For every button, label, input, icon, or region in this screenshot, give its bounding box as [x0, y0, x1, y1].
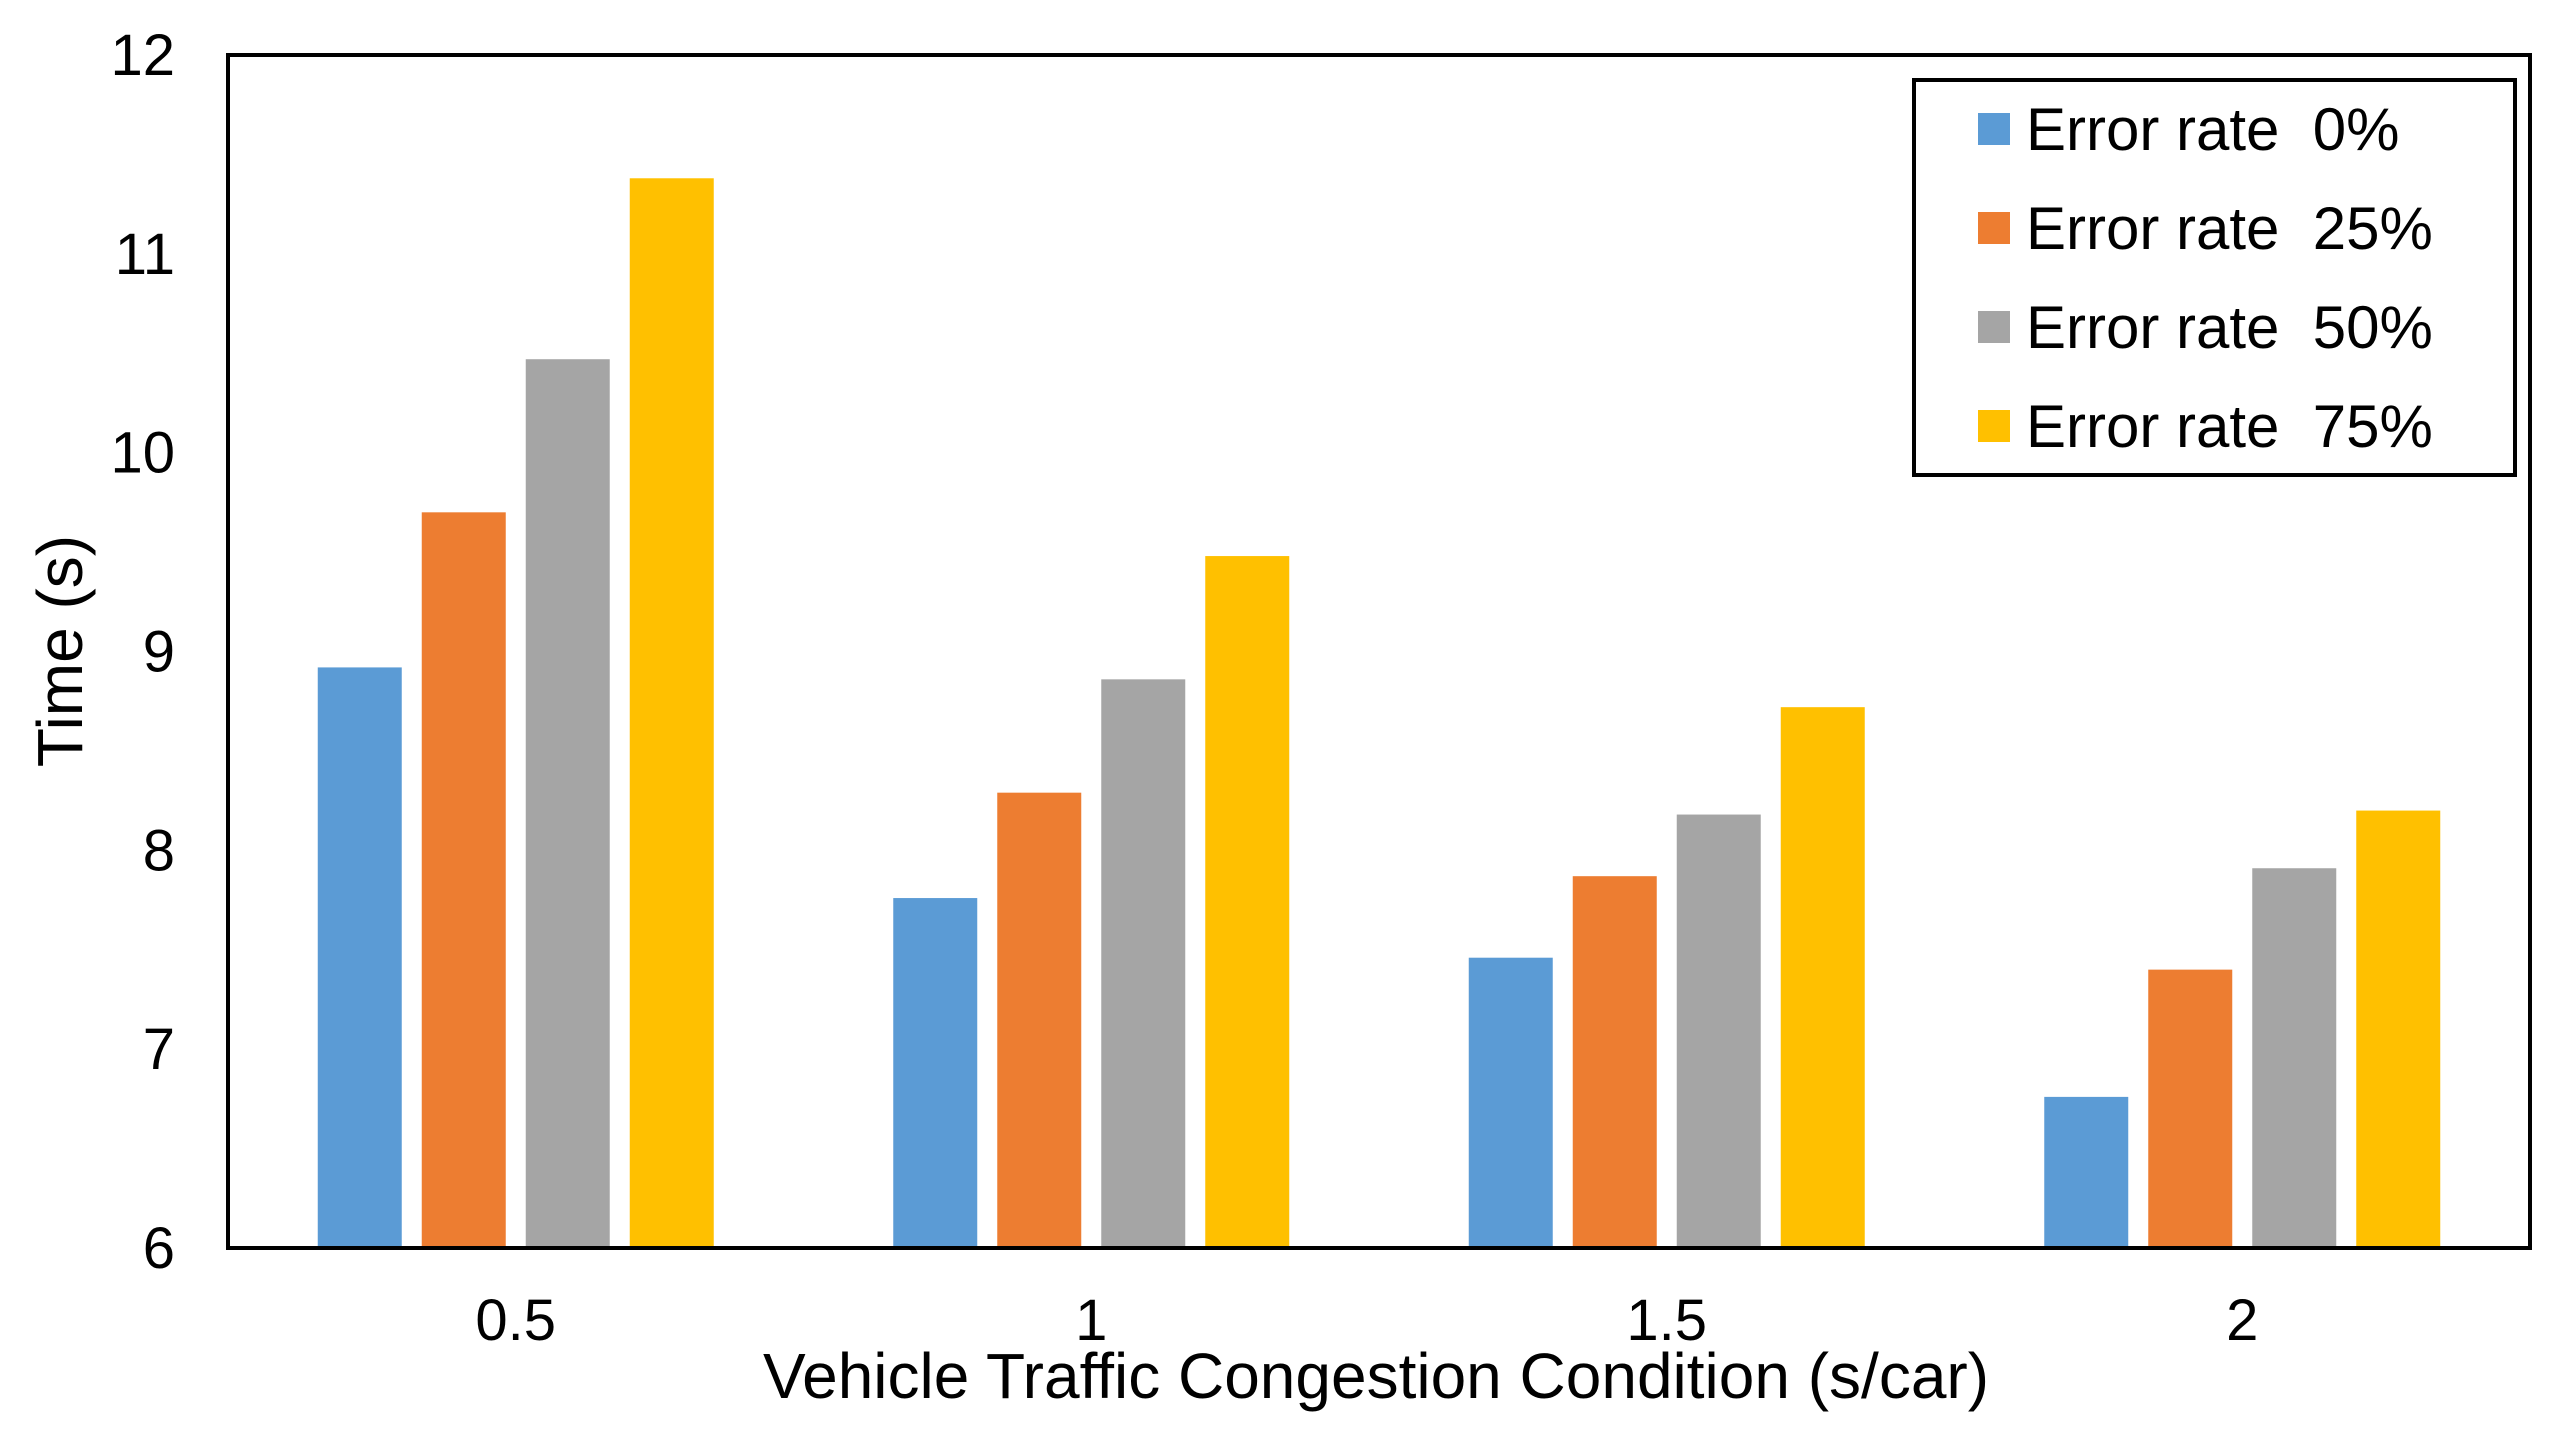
plot-area-frame: [226, 53, 2532, 1250]
legend-swatch-1: [1978, 212, 2010, 244]
y-axis-ticks: 6 7 8 9 10 11 12: [110, 23, 175, 1281]
legend-swatch-3: [1978, 410, 2010, 442]
x-tick-label: 1.5: [1626, 1288, 1707, 1353]
bar-series-0-category-2: [1468, 957, 1553, 1248]
bar-series-1-category-1: [997, 792, 1082, 1248]
x-tick-label: 2: [2226, 1288, 2258, 1353]
bar-series-2-category-3: [2252, 868, 2337, 1248]
bar-series-1-category-0: [421, 512, 506, 1248]
x-tick-label: 1: [1075, 1288, 1107, 1353]
legend-label-2: Error rate 50%: [2026, 294, 2433, 361]
bar-series-3-category-1: [1205, 556, 1290, 1248]
y-tick-label: 6: [143, 1216, 175, 1281]
y-tick-label: 12: [110, 23, 175, 88]
bar-series-1-category-2: [1572, 876, 1657, 1248]
y-tick-label: 8: [143, 818, 175, 883]
legend: Error rate 0% Error rate 25% Error rate 50…: [1912, 78, 2517, 477]
legend-label-0: Error rate 0%: [2026, 96, 2399, 163]
y-tick-label: 10: [110, 421, 175, 486]
bar-series-0-category-1: [893, 898, 978, 1248]
bar-series-1-category-3: [2148, 969, 2233, 1248]
bar-series-0-category-3: [2044, 1096, 2129, 1248]
bar-series-0-category-0: [317, 667, 402, 1248]
y-tick-label: 9: [143, 620, 175, 685]
bar-series-2-category-0: [525, 359, 610, 1249]
bar-series-2-category-1: [1101, 679, 1186, 1248]
legend-frame: [1912, 78, 2517, 477]
bar-series-3-category-2: [1780, 707, 1865, 1248]
bar-series-3-category-3: [2356, 810, 2441, 1248]
legend-swatch-2: [1978, 311, 2010, 343]
y-tick-label: 11: [115, 222, 175, 287]
x-tick-label: 0.5: [475, 1288, 556, 1353]
x-axis-title: Vehicle Traffic Congestion Condition (s/…: [763, 1340, 1989, 1412]
y-tick-label: 7: [143, 1017, 175, 1082]
bar-series-3-category-0: [629, 178, 714, 1249]
x-axis-ticks: 0.5 1 1.5 2: [475, 1288, 2258, 1353]
legend-label-3: Error rate 75%: [2026, 393, 2433, 460]
legend-swatch-0: [1978, 113, 2010, 145]
bars-group: [317, 178, 2441, 1249]
bar-series-2-category-2: [1676, 814, 1761, 1248]
legend-label-1: Error rate 25%: [2026, 195, 2433, 262]
y-axis-title: Time (s): [24, 535, 96, 767]
